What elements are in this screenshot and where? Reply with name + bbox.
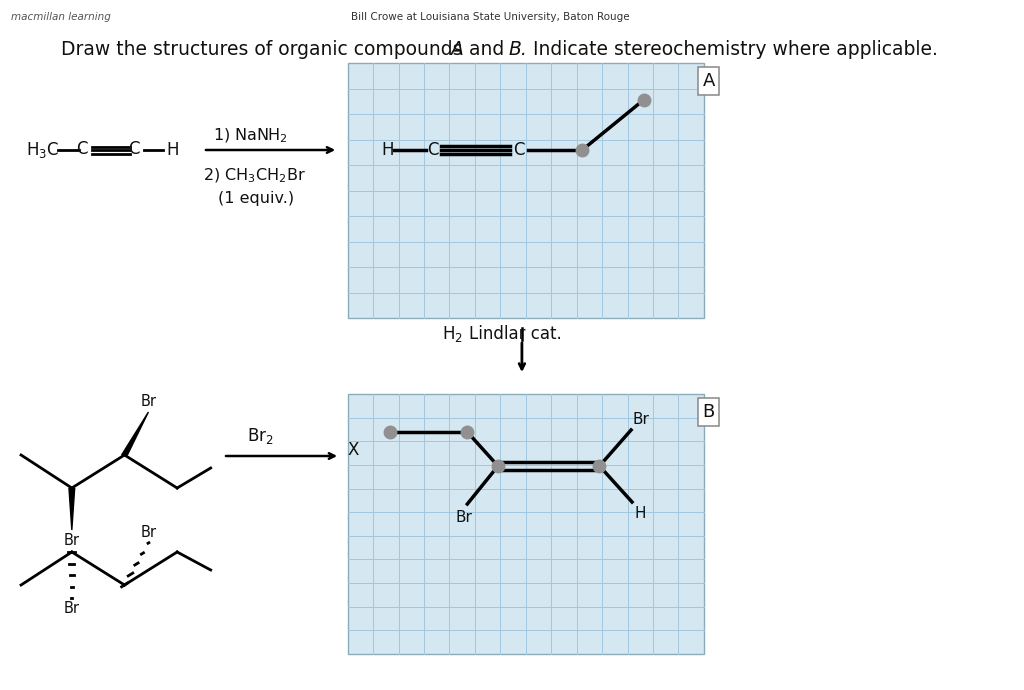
Text: Br: Br	[140, 525, 157, 540]
Text: A: A	[451, 40, 464, 59]
Text: Br: Br	[455, 510, 472, 525]
Text: Lindlar cat.: Lindlar cat.	[469, 325, 562, 343]
Text: Br: Br	[633, 412, 650, 427]
Bar	[347, 394, 703, 654]
Text: Br: Br	[63, 533, 80, 548]
Text: Indicate stereochemistry where applicable.: Indicate stereochemistry where applicabl…	[526, 40, 937, 59]
Text: C: C	[128, 140, 140, 158]
Text: C: C	[77, 140, 88, 158]
Text: Br$_2$: Br$_2$	[247, 426, 273, 446]
Text: Br: Br	[140, 394, 157, 409]
Polygon shape	[122, 412, 148, 455]
Text: Draw the structures of organic compounds: Draw the structures of organic compounds	[60, 40, 468, 59]
Text: Br: Br	[63, 601, 80, 616]
Text: C: C	[513, 141, 524, 159]
Text: C: C	[427, 141, 438, 159]
Text: (1 equiv.): (1 equiv.)	[218, 191, 295, 206]
Text: macmillan learning: macmillan learning	[11, 12, 112, 22]
Text: H: H	[167, 141, 179, 159]
Polygon shape	[69, 488, 75, 530]
Text: 2) CH$_3$CH$_2$Br: 2) CH$_3$CH$_2$Br	[203, 167, 306, 186]
Text: B: B	[702, 403, 715, 421]
Text: Bill Crowe at Louisiana State University, Baton Rouge: Bill Crowe at Louisiana State University…	[351, 12, 630, 22]
Text: A: A	[702, 72, 715, 90]
Text: 1) NaNH$_2$: 1) NaNH$_2$	[213, 127, 288, 146]
Text: H: H	[381, 141, 393, 159]
Text: H$_3$C: H$_3$C	[26, 140, 59, 160]
Text: H$_2$: H$_2$	[442, 324, 463, 344]
Text: and: and	[463, 40, 510, 59]
Text: B.: B.	[509, 40, 527, 59]
Text: H: H	[635, 506, 646, 521]
Text: X: X	[347, 441, 359, 459]
Bar	[347, 63, 703, 318]
